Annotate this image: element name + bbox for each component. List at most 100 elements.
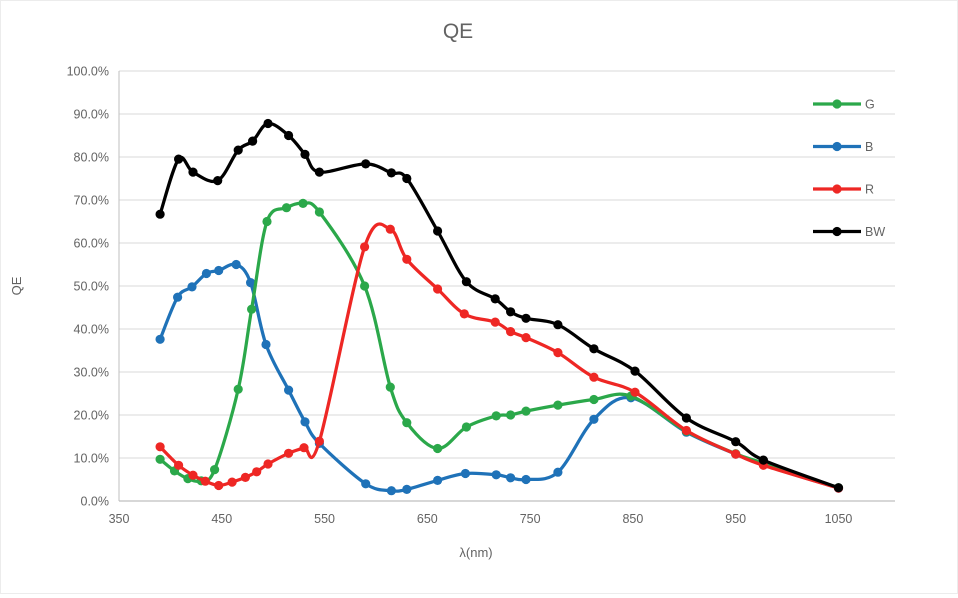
data-point-G: [155, 454, 165, 464]
y-tick-label: 60.0%: [74, 237, 109, 251]
data-point-G: [521, 406, 531, 416]
y-tick-label: 0.0%: [81, 495, 110, 509]
data-point-B: [553, 467, 563, 477]
legend-marker-R: [832, 184, 842, 194]
y-tick-label: 40.0%: [74, 323, 109, 337]
data-point-G: [491, 411, 501, 421]
data-point-R: [252, 467, 262, 477]
data-point-B: [460, 468, 470, 479]
data-point-R: [402, 254, 412, 264]
data-point-BW: [681, 413, 692, 423]
data-point-B: [506, 473, 516, 483]
data-point-BW: [314, 167, 324, 177]
data-point-G: [433, 443, 443, 454]
data-point-B: [284, 385, 294, 395]
data-point-BW: [553, 320, 563, 330]
data-point-R: [553, 348, 563, 358]
data-point-B: [386, 486, 396, 496]
x-tick-label: 1050: [825, 512, 853, 526]
data-point-G: [360, 281, 370, 291]
data-point-G: [553, 400, 563, 410]
y-axis-label: QE: [9, 276, 24, 295]
series-R: [155, 222, 844, 493]
data-point-G: [506, 410, 516, 420]
data-point-B: [521, 474, 531, 485]
data-point-R: [314, 436, 324, 446]
data-point-B: [361, 479, 371, 489]
legend-label-G: G: [865, 98, 875, 112]
data-point-BW: [300, 149, 310, 159]
legend-label-BW: BW: [865, 225, 885, 239]
data-point-G: [402, 418, 412, 428]
data-point-BW: [461, 277, 471, 287]
data-point-G: [210, 465, 220, 475]
legend-marker-B: [832, 141, 842, 152]
data-point-BW: [758, 455, 769, 465]
data-point-R: [589, 372, 599, 382]
data-point-BW: [213, 176, 223, 186]
data-point-R: [433, 284, 443, 294]
data-point-BW: [490, 294, 500, 304]
x-tick-label: 950: [725, 512, 746, 526]
data-point-R: [284, 448, 294, 458]
data-point-BW: [248, 136, 258, 146]
data-point-BW: [731, 437, 741, 447]
data-point-BW: [402, 173, 412, 184]
chart-title: QE: [443, 20, 473, 43]
data-point-B: [402, 484, 412, 494]
data-point-BW: [506, 307, 516, 317]
data-point-B: [201, 268, 211, 279]
legend-label-R: R: [865, 183, 874, 197]
data-point-G: [281, 203, 292, 213]
data-point-R: [240, 472, 250, 482]
data-point-G: [385, 382, 395, 392]
data-point-R: [263, 459, 273, 469]
data-point-BW: [386, 168, 396, 178]
data-point-BW: [155, 209, 165, 219]
data-point-R: [490, 317, 500, 327]
legend-marker-G: [832, 99, 842, 109]
x-tick-label: 850: [622, 512, 643, 526]
data-point-B: [155, 334, 165, 344]
series-line-R: [158, 222, 841, 490]
y-tick-label: 70.0%: [74, 194, 109, 208]
y-tick-label: 90.0%: [74, 108, 109, 122]
legend-item-R: R: [813, 183, 874, 197]
data-point-BW: [284, 130, 294, 141]
data-point-R: [731, 449, 741, 459]
x-tick-label: 750: [520, 512, 541, 526]
series: [155, 118, 844, 496]
legend-item-BW: BW: [813, 225, 885, 239]
data-point-R: [459, 309, 469, 319]
legend-label-B: B: [865, 140, 873, 154]
data-point-BW: [233, 145, 243, 155]
data-point-BW: [630, 366, 640, 376]
data-point-R: [214, 480, 224, 491]
data-point-B: [261, 339, 271, 350]
y-tick-label: 10.0%: [74, 452, 109, 466]
legend: G B R BW: [813, 98, 885, 239]
data-point-G: [298, 198, 308, 208]
data-point-G: [233, 384, 243, 394]
data-point-B: [246, 278, 256, 288]
series-BW: [155, 118, 844, 493]
data-point-G: [314, 207, 324, 217]
data-point-BW: [188, 167, 198, 177]
data-point-R: [506, 327, 516, 337]
x-tick-label: 350: [109, 512, 130, 526]
legend-marker-BW: [832, 226, 842, 237]
data-point-B: [173, 292, 183, 302]
data-point-BW: [174, 154, 184, 164]
data-point-R: [385, 224, 395, 234]
series-line-BW: [158, 121, 841, 490]
data-point-BW: [521, 313, 531, 323]
data-point-B: [231, 259, 241, 270]
data-point-R: [630, 387, 640, 397]
x-tick-label: 650: [417, 512, 438, 526]
data-point-R: [200, 476, 210, 486]
y-tick-label: 100.0%: [67, 65, 109, 79]
data-point-B: [187, 282, 197, 292]
x-tick-label: 550: [314, 512, 335, 526]
